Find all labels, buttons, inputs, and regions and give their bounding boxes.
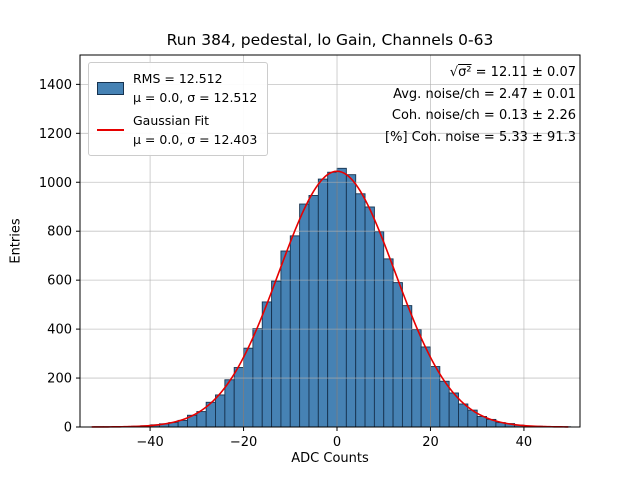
axes-frame [79,54,581,428]
legend-entry-histogram: RMS = 12.512 μ = 0.0, σ = 12.512 [97,69,257,107]
svg-text:600: 600 [47,274,72,289]
legend-rms-label: RMS = 12.512 [133,71,223,86]
svg-text:1200: 1200 [39,127,72,142]
radicand: σ² [458,65,472,80]
stats-sqrt-sigma-line: √σ² = 12.11 ± 0.07 [385,62,576,84]
stats-coh-noise-line: Coh. noise/ch = 0.13 ± 2.26 [391,108,576,123]
legend-fit-mu-sigma-label: μ = 0.0, σ = 12.403 [133,132,258,147]
gaussian-fit-curve [91,170,569,428]
x-axis-label: ADC Counts [291,451,369,466]
svg-text:1000: 1000 [39,176,72,191]
stats-annotation: √σ² = 12.11 ± 0.07 Avg. noise/ch = 2.47 … [385,62,576,148]
legend-entry-gaussian-fit: Gaussian Fit μ = 0.0, σ = 12.403 [97,111,257,149]
svg-text:0: 0 [64,421,72,436]
svg-text:−40: −40 [136,435,163,450]
chart-title: Run 384, pedestal, lo Gain, Channels 0-6… [166,31,494,49]
svg-text:1400: 1400 [39,78,72,93]
x-axis-ticks: −40 −20 0 20 40 [136,427,532,450]
svg-text:800: 800 [47,225,72,240]
y-axis-label: Entries [8,218,24,264]
legend-fit-label: Gaussian Fit [133,113,209,128]
svg-text:−20: −20 [230,435,257,450]
svg-text:400: 400 [47,323,72,338]
radical-sign: √ [449,65,459,80]
y-axis-ticks: 0 200 400 600 800 1000 1200 1400 [39,78,80,436]
sqrt-value: = 12.11 ± 0.07 [471,65,576,80]
stats-avg-noise-line: Avg. noise/ch = 2.47 ± 0.01 [393,86,576,102]
legend-hist-mu-sigma-label: μ = 0.0, σ = 12.512 [133,90,258,105]
svg-text:20: 20 [422,435,439,450]
fit-line-icon [97,129,124,131]
svg-text:0: 0 [333,435,341,450]
svg-text:40: 40 [516,435,533,450]
legend-box: RMS = 12.512 μ = 0.0, σ = 12.512 Gaussia… [88,62,269,156]
histogram-bars [93,167,572,428]
histogram-patch-icon [97,81,124,95]
svg-text:200: 200 [47,372,72,387]
stats-pct-coh-noise-line: [%] Coh. noise = 5.33 ± 91.3 [385,129,576,145]
